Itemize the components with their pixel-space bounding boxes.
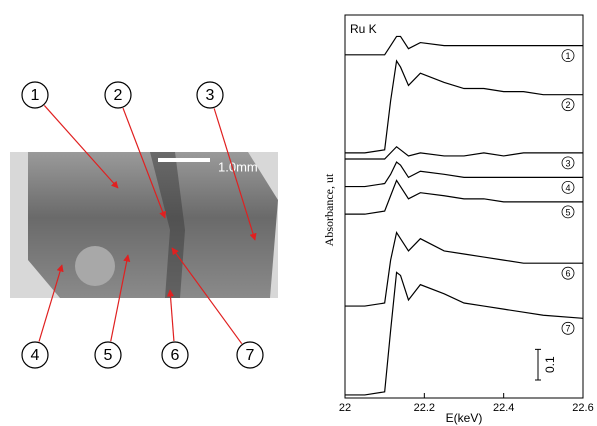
scale-bar-label: 0.1: [543, 356, 557, 373]
legend-circle: [561, 180, 575, 194]
marker-arrow: [166, 289, 175, 342]
micrograph: 1.0mm: [10, 152, 278, 298]
legend-circle: [561, 49, 575, 63]
legend-circle: [561, 98, 575, 112]
marker-circle: [21, 341, 49, 369]
marker-arrow: [43, 105, 119, 189]
legend-label: 7: [565, 324, 570, 334]
y-axis-label: Absorbance, ut: [322, 173, 336, 246]
legend-label: 2: [565, 100, 570, 110]
x-tick-label: 22: [339, 402, 351, 414]
legend-label: 6: [565, 269, 570, 279]
spectrum: [345, 161, 583, 188]
legend-circle: [561, 156, 575, 170]
x-axis-label: E(keV): [446, 411, 483, 425]
marker-label: 5: [104, 347, 113, 364]
marker-circle: [104, 81, 132, 109]
particle: [75, 246, 115, 286]
legend-circle: [561, 205, 575, 219]
marker-circle: [21, 81, 49, 109]
marker-label: 7: [246, 347, 255, 364]
marker-arrow: [213, 108, 257, 241]
marker-label: 4: [31, 347, 40, 364]
marker-arrow: [122, 107, 167, 219]
spectrum: [345, 179, 583, 215]
spectrum: [345, 231, 583, 307]
x-tick-label: 22.2: [414, 402, 435, 414]
spectrum: [345, 59, 583, 154]
marker-circle: [94, 341, 122, 369]
marker-label: 6: [171, 347, 180, 364]
marker-arrow: [38, 264, 64, 342]
legend-label: 4: [565, 183, 570, 193]
plot-frame: [344, 14, 584, 399]
marker-label: 1: [31, 87, 40, 104]
legend-label: 1: [565, 51, 570, 61]
marker-label: 2: [114, 87, 123, 104]
x-tick-label: 22.4: [493, 402, 514, 414]
legend-label: 5: [565, 207, 570, 217]
legend-label: 3: [565, 158, 570, 168]
spectrum: [345, 271, 584, 396]
markers: 1 2 3 4 5 6 7: [21, 81, 264, 369]
scale-label: 1.0mm: [218, 159, 258, 174]
marker-circle: [236, 341, 264, 369]
marker-label: 3: [206, 87, 215, 104]
marker-arrow: [171, 247, 243, 345]
x-tick-label: 22.6: [572, 402, 593, 414]
marker-circle: [161, 341, 189, 369]
legend-circle: [561, 266, 575, 280]
spectrum: [345, 35, 583, 56]
legend-circle: [561, 321, 575, 335]
chart-title: Ru K: [350, 22, 377, 36]
marker-circle: [196, 81, 224, 109]
spectrum: [345, 145, 583, 160]
marker-arrow: [110, 254, 131, 342]
crack: [150, 152, 185, 298]
